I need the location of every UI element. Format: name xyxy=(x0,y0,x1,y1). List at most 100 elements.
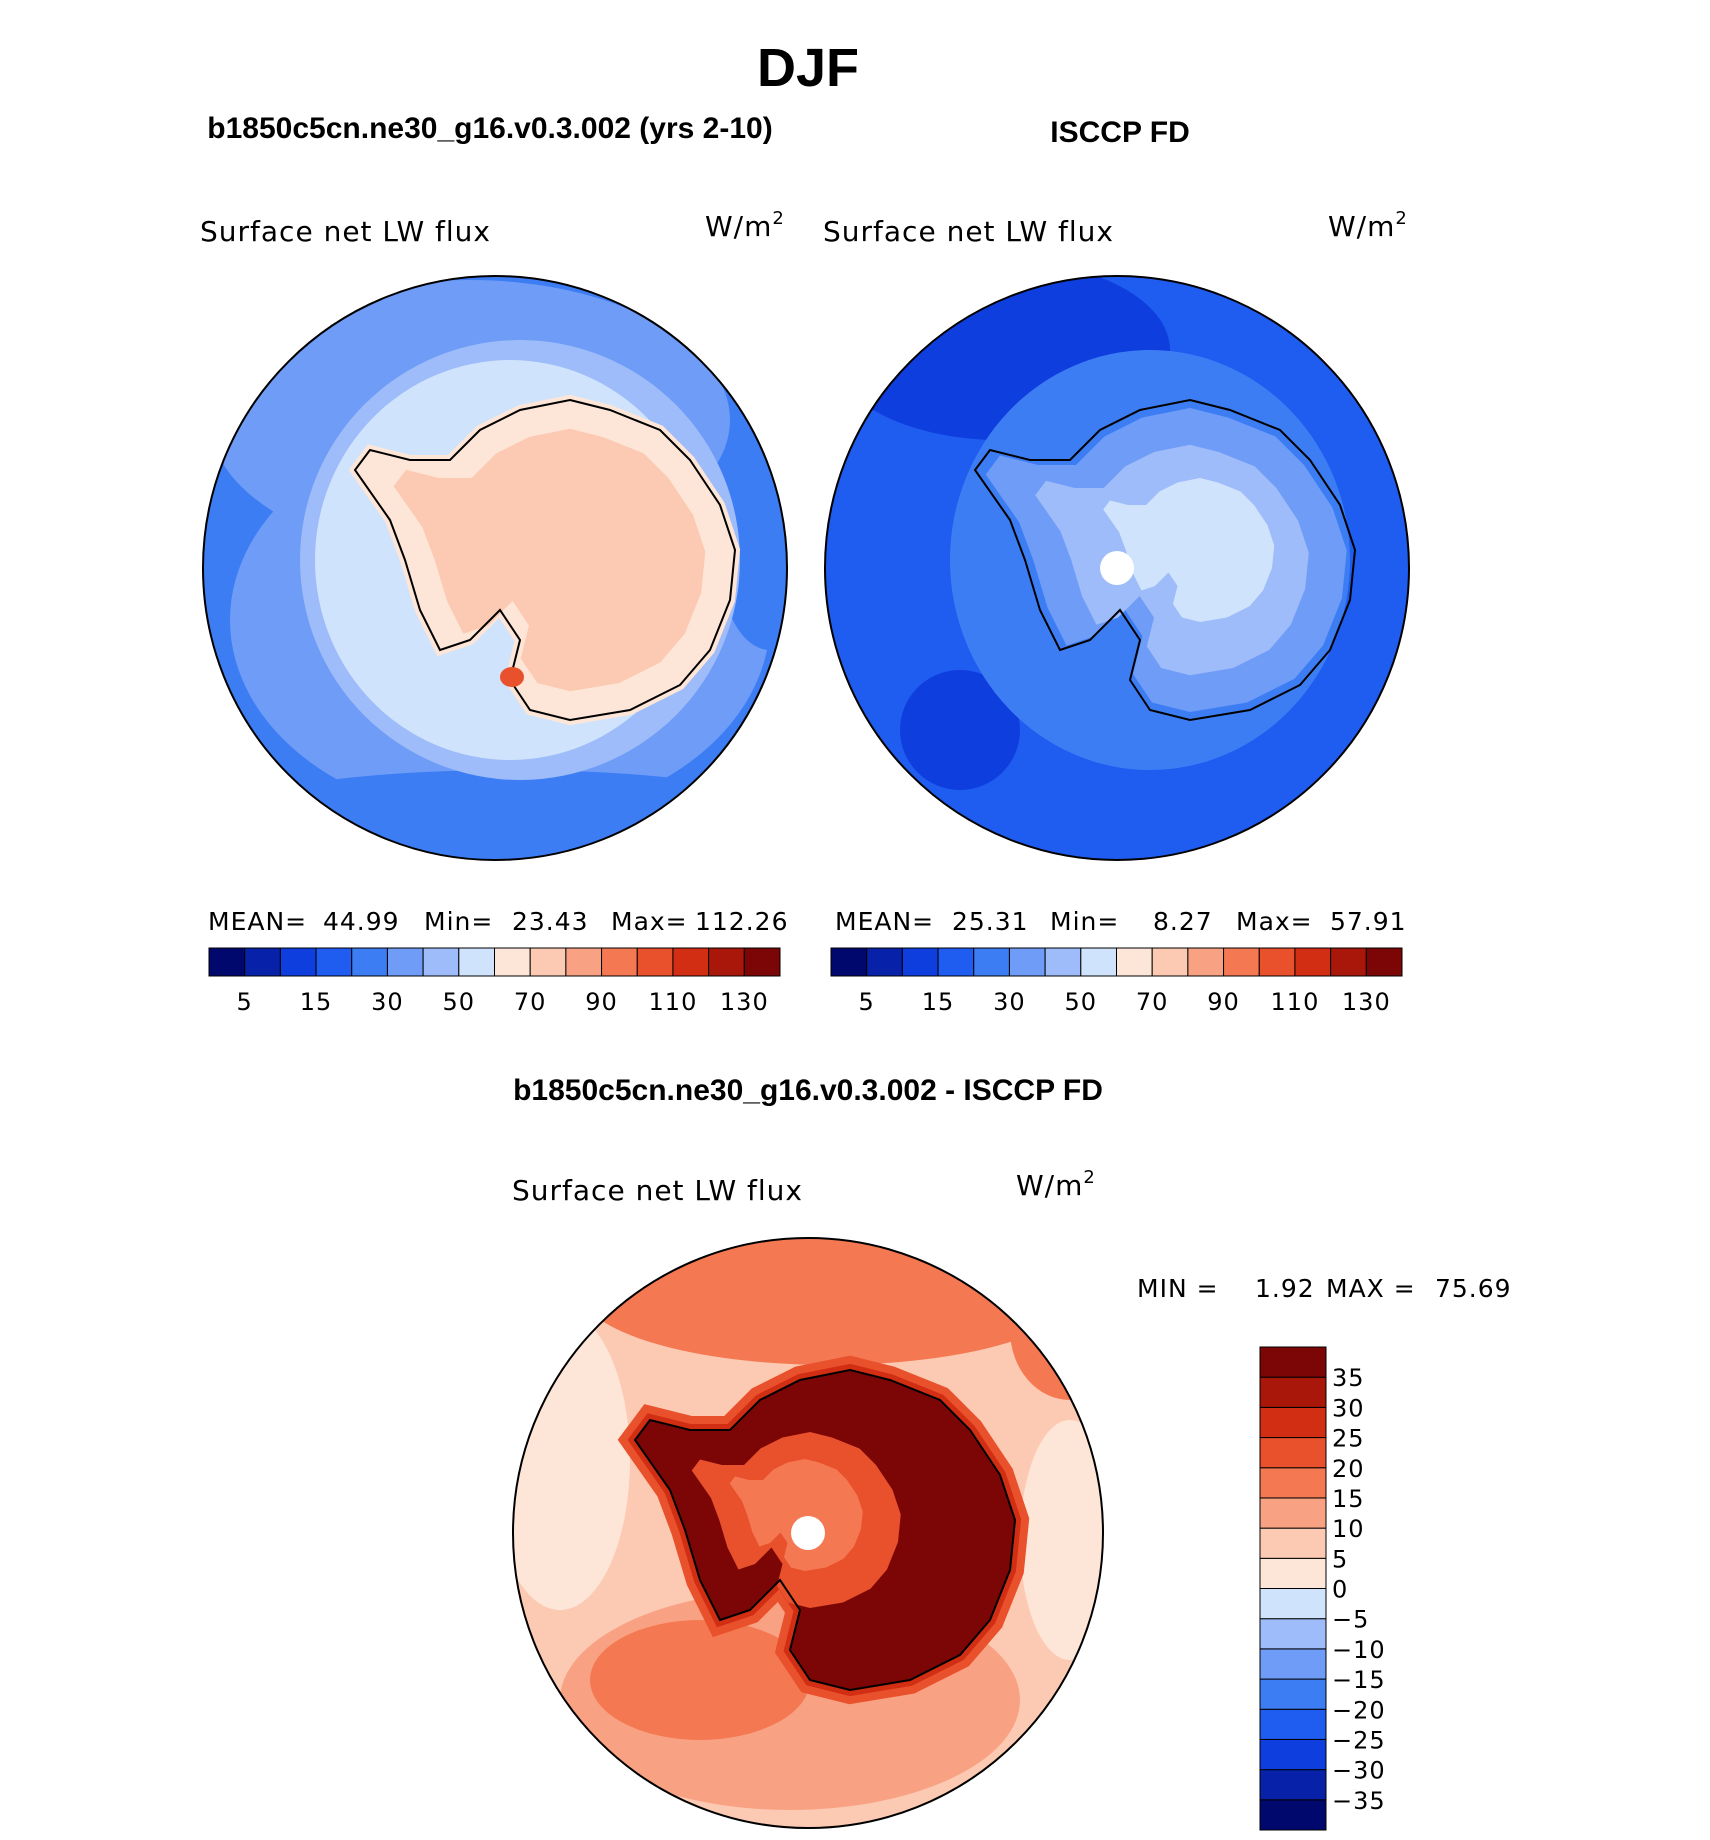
diff-colorbar-tick-label: −35 xyxy=(1332,1787,1386,1815)
diff-colorbar-box xyxy=(1259,1738,1327,1771)
obs-colorbar-tick-label: 90 xyxy=(1207,988,1240,1016)
obs-case-label: ISCCP FD xyxy=(1050,116,1189,149)
obs-colorbar-tick-label: 110 xyxy=(1271,988,1320,1016)
model-colorbar-tick-label: 15 xyxy=(300,988,333,1016)
obs-colorbar-box xyxy=(830,947,868,977)
diff-map-contour xyxy=(1010,1260,1103,1400)
diff-colorbar-tick-label: −5 xyxy=(1332,1606,1369,1634)
model-colorbar-box xyxy=(743,947,781,977)
diff-colorbar-box xyxy=(1259,1557,1327,1589)
obs-colorbar-box xyxy=(1330,947,1367,977)
diff-map xyxy=(512,1237,1104,1829)
diff-colorbar-tick-label: 15 xyxy=(1332,1485,1365,1513)
model-variable-name: Surface net LW flux xyxy=(200,215,491,248)
obs-colorbar-tick-label: 50 xyxy=(1065,988,1098,1016)
diff-stats: MIN = 1.92 MAX = 75.69 xyxy=(1137,1274,1512,1303)
diff-units: W/m2 xyxy=(1016,1167,1096,1202)
obs-colorbar-box xyxy=(1080,947,1117,977)
diff-colorbar-tick-label: 25 xyxy=(1332,1425,1365,1453)
model-colorbar-box xyxy=(386,947,424,977)
diff-colorbar-box xyxy=(1259,1648,1327,1680)
model-colorbar-tick-label: 130 xyxy=(720,988,769,1016)
obs-colorbar-box xyxy=(1223,947,1260,977)
diff-colorbar-box xyxy=(1259,1678,1327,1710)
figure-title: DJF xyxy=(757,38,859,98)
obs-colorbar-box xyxy=(1365,947,1403,977)
obs-colorbar-tick-label: 15 xyxy=(922,988,955,1016)
obs-colorbar-box xyxy=(1044,947,1082,977)
model-stats: MEAN= 44.99 Min= 23.43 Max= 112.26 xyxy=(208,907,788,936)
diff-map-contour xyxy=(590,1620,810,1740)
obs-colorbar: 5 15 30 50 70 90 110 130 xyxy=(830,947,1403,1016)
diff-map-contour xyxy=(513,1310,630,1610)
obs-map-boundary xyxy=(824,275,1410,861)
obs-colorbar-box xyxy=(1258,947,1296,977)
diff-colorbar-box xyxy=(1259,1527,1327,1559)
diff-colorbar-tick-label: −20 xyxy=(1332,1696,1386,1724)
obs-colorbar-box xyxy=(1187,947,1225,977)
model-colorbar-box xyxy=(672,947,710,977)
model-colorbar-tick-label: 110 xyxy=(649,988,698,1016)
obs-colorbar-box xyxy=(901,947,939,977)
model-map-boundary xyxy=(202,275,788,861)
model-map-contour xyxy=(500,667,524,687)
obs-stats: MEAN= 25.31 Min= 8.27 Max= 57.91 xyxy=(835,907,1407,936)
diff-colorbar-box xyxy=(1259,1346,1327,1378)
model-colorbar-box xyxy=(601,947,638,977)
diff-variable-name: Surface net LW flux xyxy=(512,1174,803,1207)
diff-colorbar-tick-label: 0 xyxy=(1332,1576,1348,1604)
model-colorbar-tick-label: 30 xyxy=(371,988,404,1016)
obs-map-polar-hole xyxy=(1100,551,1134,585)
diff-colorbar-tick-label: −15 xyxy=(1332,1666,1386,1694)
diff-colorbar-tick-label: −25 xyxy=(1332,1726,1386,1754)
model-case-label: b1850c5cn.ne30_g16.v0.3.002 (yrs 2-10) xyxy=(207,112,772,145)
obs-colorbar-box xyxy=(1116,947,1153,977)
model-colorbar-box xyxy=(494,947,531,977)
diff-colorbar-box xyxy=(1259,1799,1327,1831)
obs-colorbar-box xyxy=(1294,947,1332,977)
obs-map xyxy=(824,275,1410,861)
model-colorbar-box xyxy=(458,947,495,977)
obs-colorbar-tick-label: 30 xyxy=(993,988,1026,1016)
model-colorbar-tick-label: 90 xyxy=(585,988,618,1016)
diff-colorbar-box xyxy=(1259,1467,1327,1499)
obs-variable-name: Surface net LW flux xyxy=(823,215,1114,248)
model-colorbar-box xyxy=(279,947,317,977)
model-colorbar: 5 15 30 50 70 90 110 130 xyxy=(208,947,781,1016)
model-units: W/m2 xyxy=(705,208,785,243)
obs-colorbar-tick-label: 5 xyxy=(859,988,875,1016)
model-colorbar-box xyxy=(315,947,353,977)
model-map xyxy=(202,275,788,861)
model-colorbar-box xyxy=(244,947,281,977)
diff-colorbar-box xyxy=(1259,1769,1327,1801)
diff-colorbar-box xyxy=(1259,1497,1327,1529)
model-colorbar-box xyxy=(422,947,460,977)
diff-colorbar-box xyxy=(1259,1376,1327,1408)
diff-colorbar-box xyxy=(1259,1618,1327,1650)
obs-colorbar-tick-label: 130 xyxy=(1342,988,1391,1016)
diff-colorbar-box xyxy=(1259,1588,1327,1620)
model-colorbar-tick-label: 50 xyxy=(443,988,476,1016)
model-colorbar-box xyxy=(565,947,603,977)
diff-colorbar-tick-label: 5 xyxy=(1332,1545,1348,1573)
obs-colorbar-box xyxy=(1008,947,1046,977)
diff-case-label: b1850c5cn.ne30_g16.v0.3.002 - ISCCP FD xyxy=(513,1074,1103,1107)
diff-colorbar-tick-label: 35 xyxy=(1332,1364,1365,1392)
diff-colorbar-box xyxy=(1259,1708,1327,1740)
model-colorbar-tick-label: 5 xyxy=(237,988,253,1016)
diff-colorbar-box xyxy=(1259,1437,1327,1469)
model-colorbar-box xyxy=(351,947,388,977)
obs-colorbar-tick-label: 70 xyxy=(1136,988,1169,1016)
obs-colorbar-box xyxy=(866,947,903,977)
diff-map-boundary xyxy=(512,1237,1104,1829)
obs-colorbar-box xyxy=(973,947,1010,977)
model-colorbar-box xyxy=(208,947,246,977)
diff-colorbar-tick-label: 10 xyxy=(1332,1515,1365,1543)
diff-colorbar-tick-label: −10 xyxy=(1332,1636,1386,1664)
diff-map-contour xyxy=(1020,1420,1103,1660)
model-map-contour xyxy=(720,470,787,650)
obs-map-contour xyxy=(900,670,1020,790)
diff-colorbar-tick-label: 20 xyxy=(1332,1455,1365,1483)
